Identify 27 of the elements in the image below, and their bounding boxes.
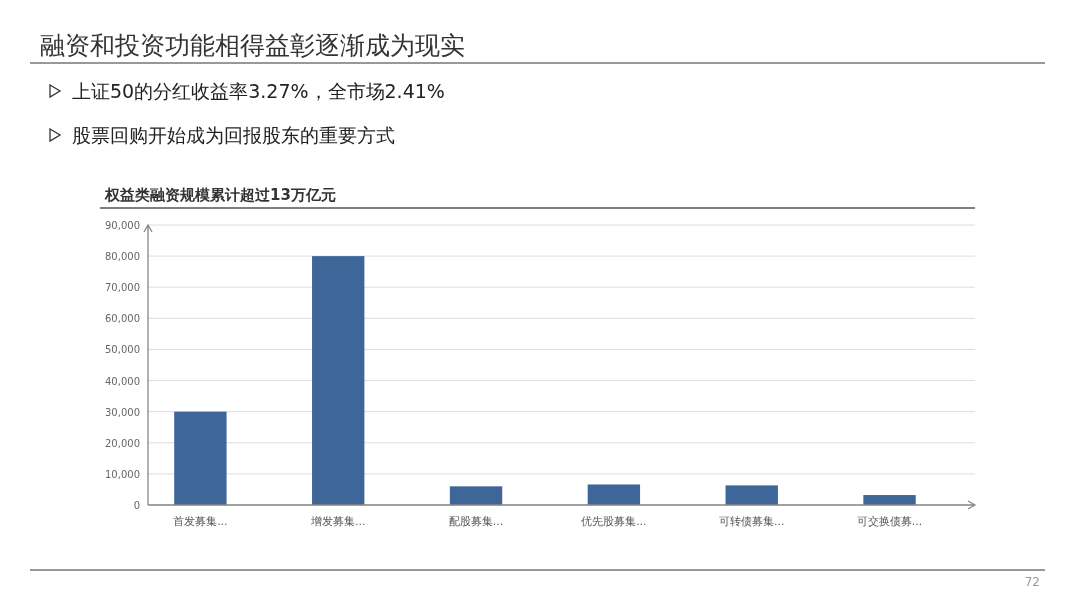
x-tick-label: 优先股募集...: [581, 515, 647, 528]
bar: [725, 485, 778, 505]
bar: [449, 486, 503, 505]
bar: [863, 495, 916, 505]
chart-title: 融资和投资功能相得益彰逐渐成为现实: [40, 31, 465, 60]
x-tick-label: 可转债募集...: [718, 515, 785, 528]
y-tick-label: 90,000: [105, 220, 140, 231]
y-tick-label: 20,000: [105, 437, 140, 449]
bar: [587, 484, 641, 505]
y-tick-label: 70,000: [105, 282, 140, 294]
text: 股票回购开始成为回报股东的重要方式: [72, 124, 395, 146]
text: 上证50的分红收益率3.27%，全市场2.41%: [72, 80, 445, 102]
y-tick-label: 30,000: [105, 406, 140, 418]
bar: [312, 256, 365, 505]
y-tick-label: 60,000: [105, 313, 140, 325]
bar: [174, 411, 227, 505]
y-tick-label: 40,000: [105, 375, 140, 387]
text: 72: [1024, 575, 1040, 589]
y-tick-label: 0: [133, 500, 140, 511]
x-tick-label: 首发募集...: [173, 515, 228, 528]
chart-subtitle: 权益类融资规模累计超过13万亿元: [104, 186, 336, 204]
y-tick-label: 10,000: [105, 468, 140, 480]
x-tick-label: 配股募集...: [448, 515, 504, 528]
y-tick-label: 50,000: [105, 344, 140, 356]
x-tick-label: 增发募集...: [309, 515, 366, 528]
x-tick-label: 可交换债募...: [856, 515, 923, 528]
y-tick-label: 80,000: [105, 251, 140, 263]
